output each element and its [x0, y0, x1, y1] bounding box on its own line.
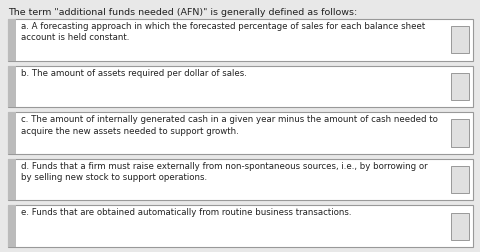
Bar — [8, 19, 16, 60]
Bar — [8, 159, 472, 200]
Bar — [8, 66, 16, 107]
Text: d. Funds that a firm must raise externally from non-spontaneous sources, i.e., b: d. Funds that a firm must raise external… — [21, 162, 427, 182]
Bar — [8, 112, 16, 154]
Bar — [450, 26, 468, 53]
Text: The term "additional funds needed (AFN)" is generally defined as follows:: The term "additional funds needed (AFN)"… — [8, 8, 357, 17]
Bar — [450, 213, 468, 240]
Bar — [8, 66, 472, 107]
Bar — [450, 166, 468, 193]
Bar — [8, 19, 472, 60]
Text: e. Funds that are obtained automatically from routine business transactions.: e. Funds that are obtained automatically… — [21, 208, 351, 217]
Text: b. The amount of assets required per dollar of sales.: b. The amount of assets required per dol… — [21, 69, 246, 78]
Bar — [8, 205, 472, 247]
Bar — [450, 73, 468, 100]
Bar — [8, 112, 472, 154]
Text: a. A forecasting approach in which the forecasted percentage of sales for each b: a. A forecasting approach in which the f… — [21, 22, 424, 42]
Bar — [8, 159, 16, 200]
Bar — [450, 119, 468, 146]
Bar — [8, 205, 16, 247]
Text: c. The amount of internally generated cash in a given year minus the amount of c: c. The amount of internally generated ca… — [21, 115, 437, 136]
